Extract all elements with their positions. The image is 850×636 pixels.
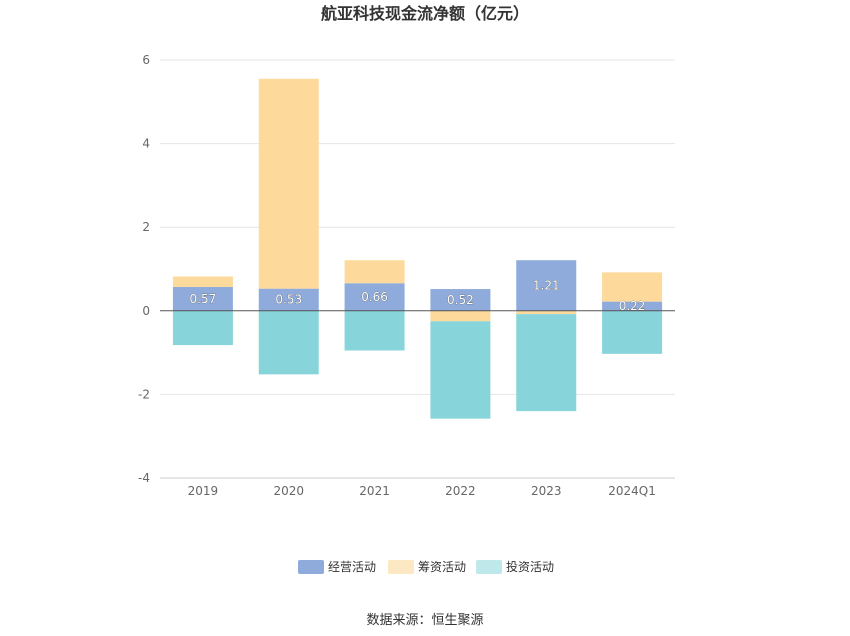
bar-投资活动-2019 [172,310,233,346]
bar-筹资活动-2022 [430,310,491,322]
bar-经营活动-2023 [516,260,577,311]
bar-经营活动-2024Q1 [602,301,663,311]
x-tick-label: 2020 [273,484,304,498]
bar-layer [172,78,663,419]
legend-swatch [388,560,414,574]
y-tick-label: 2 [142,220,150,234]
legend-swatch [476,560,502,574]
bar-经营活动-2021 [344,283,405,311]
y-tick-label: 6 [142,53,150,67]
data-label: 0.52 [447,293,474,307]
y-tick-label: -2 [138,387,150,401]
legend: 经营活动 筹资活动 投资活动 [298,559,554,574]
bar-投资活动-2023 [516,314,577,412]
label-layer: 0.57 0.53 0.66 0.52 1.21 0.22 [189,278,646,313]
bar-投资活动-2024Q1 [602,310,663,354]
data-label: 0.22 [619,299,646,313]
bar-投资活动-2021 [344,310,405,351]
legend-label: 投资活动 [506,559,554,574]
y-tick-label: 4 [142,137,150,151]
x-tick-label: 2021 [359,484,390,498]
x-tick-label: 2024Q1 [608,484,656,498]
bar-投资活动-2022 [430,321,491,419]
bar-筹资活动-2023 [516,310,577,315]
bar-经营活动-2020 [258,288,319,311]
bar-投资活动-2020 [258,310,319,375]
bar-筹资活动-2024Q1 [602,272,663,302]
data-label: 0.66 [361,290,388,304]
data-label: 1.21 [533,279,560,293]
legend-label: 经营活动 [328,560,376,574]
bar-筹资活动-2019 [172,276,233,287]
x-tick-label: 2023 [531,484,562,498]
y-tick-label: -4 [138,471,150,485]
bar-筹资活动-2020 [258,78,319,289]
y-tick-label: 0 [142,304,150,318]
bar-经营活动-2022 [430,289,491,311]
legend-swatch [298,560,324,574]
chart-title: 航亚科技现金流净额（亿元） [321,4,529,23]
x-tick-label: 2019 [188,484,219,498]
legend-label: 筹资活动 [418,560,466,574]
bar-筹资活动-2021 [344,260,405,284]
x-tick-label: 2022 [445,484,476,498]
bar-经营活动-2019 [172,286,233,311]
data-label: 0.53 [275,293,302,307]
source-note: 数据来源：恒生聚源 [366,613,483,628]
axis-layer: -4 -2 0 2 4 6 2019 2020 2021 2022 2023 2024Q1 [138,53,675,498]
grid-layer [160,59,675,479]
data-label: 0.57 [190,292,217,306]
